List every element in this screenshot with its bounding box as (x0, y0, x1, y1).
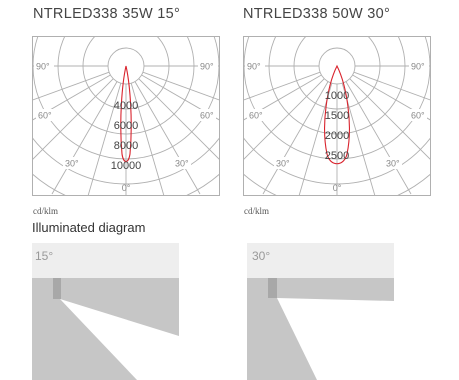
panel-sky (247, 243, 394, 278)
intensity-labels: 4000 6000 8000 10000 (111, 100, 142, 172)
light-beam (277, 298, 394, 380)
intensity-label-3: 2000 (325, 130, 349, 142)
angle-label-0: 0° (333, 183, 342, 193)
angle-labels: 90° 90° 60° 60° 30° 30° 0° (34, 60, 218, 193)
angle-label-60-right: 60° (200, 111, 214, 121)
angle-labels: 90° 90° 60° 60° 30° 30° 0° (245, 60, 429, 193)
intensity-curve (120, 65, 132, 163)
light-beam (60, 299, 179, 380)
illuminated-panel-15: 15° (32, 243, 179, 380)
intensity-labels: 1000 1500 2000 2500 (325, 90, 349, 162)
unit-label-15: cd/klm (33, 206, 58, 216)
intensity-label-1: 1000 (325, 90, 349, 102)
panel-angle-label: 30° (252, 249, 270, 263)
angle-label-60-left: 60° (249, 111, 263, 121)
illuminated-panel-30: 30° (247, 243, 394, 380)
angle-label-60-right: 60° (411, 111, 425, 121)
intensity-label-2: 1500 (325, 110, 349, 122)
unit-label-30: cd/klm (244, 206, 269, 216)
angle-label-30-left: 30° (276, 159, 290, 169)
panel-sky (32, 243, 179, 278)
intensity-label-1: 4000 (114, 100, 138, 112)
illuminated-heading: Illuminated diagram (32, 220, 146, 235)
panel-angle-label: 15° (35, 249, 53, 263)
angle-label-30-right: 30° (175, 159, 189, 169)
polar-grid (32, 36, 220, 196)
angle-label-90-left: 90° (36, 62, 50, 72)
angle-label-30-right: 30° (386, 159, 400, 169)
angle-label-60-left: 60° (38, 111, 52, 121)
diagram-title-30: NTRLED338 50W 30° (243, 6, 391, 22)
fixture (53, 278, 61, 299)
diagram-title-15: NTRLED338 35W 15° (33, 6, 181, 22)
angle-label-90-left: 90° (247, 62, 261, 72)
angle-label-90-right: 90° (411, 62, 425, 72)
intensity-label-3: 8000 (114, 140, 138, 152)
angle-label-90-right: 90° (200, 62, 214, 72)
polar-diagram-30: 90° 90° 60° 60° 30° 30° 0° 1000 1500 200… (243, 36, 431, 196)
intensity-curve (324, 64, 350, 165)
intensity-label-4: 2500 (325, 150, 349, 162)
angle-label-0: 0° (122, 183, 131, 193)
polar-diagram-15: 90° 90° 60° 60° 30° 30° 0° 4000 6000 800… (32, 36, 220, 196)
fixture (268, 278, 277, 298)
angle-label-30-left: 30° (65, 159, 79, 169)
intensity-label-4: 10000 (111, 160, 142, 172)
intensity-label-2: 6000 (114, 120, 138, 132)
